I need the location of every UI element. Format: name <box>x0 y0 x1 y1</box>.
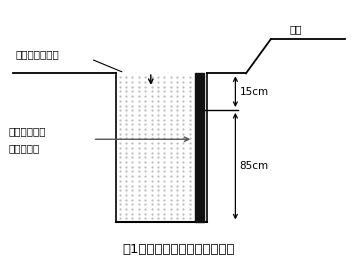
Text: ポリフィルム: ポリフィルム <box>8 126 45 136</box>
Bar <box>195 73 204 222</box>
Text: 畦畔: 畦畔 <box>289 24 301 34</box>
Text: （遮水幕）: （遮水幕） <box>8 143 39 153</box>
Text: 15cm: 15cm <box>240 87 269 97</box>
Text: 図1　遮水幕による横浸透防止: 図1 遮水幕による横浸透防止 <box>123 244 235 256</box>
Text: 85cm: 85cm <box>240 161 269 171</box>
Text: 掘削・埋め戻し: 掘削・埋め戻し <box>15 49 59 59</box>
